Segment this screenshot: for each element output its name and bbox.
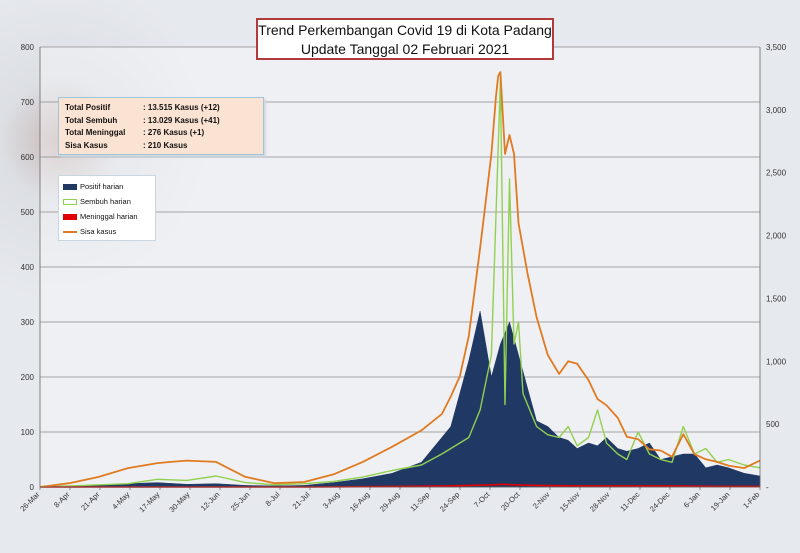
x-tick-label: 24-Sep — [438, 490, 461, 513]
series-sembuh-line — [39, 79, 761, 488]
x-tick-label: 11-Sep — [408, 490, 431, 513]
y-right-tick-label: 1,000 — [766, 357, 787, 366]
summary-value: : 210 Kasus — [143, 140, 188, 150]
summary-row: Sisa Kasus : 210 Kasus — [65, 140, 257, 153]
x-tick-label: 11-Dec — [618, 490, 641, 513]
y-left-tick-label: 200 — [21, 373, 35, 382]
y-left-tick-label: 300 — [21, 318, 35, 327]
x-tick-label: 16-Aug — [348, 490, 371, 513]
y-right-tick-label: - — [766, 483, 769, 492]
y-right-tick-label: 3,000 — [766, 106, 787, 115]
chart-title-box: Trend Perkembangan Covid 19 di Kota Pada… — [256, 18, 554, 60]
x-tick-label: 3-Aug — [321, 490, 342, 511]
series-sisa-line — [39, 71, 761, 488]
summary-row: Total Positif : 13.515 Kasus (+12) — [65, 102, 257, 115]
legend-label: Sisa kasus — [80, 227, 117, 236]
y-left-tick-label: 400 — [21, 263, 35, 272]
y-right-tick-label: 2,000 — [766, 232, 787, 241]
summary-box: Total Positif : 13.515 Kasus (+12) Total… — [58, 97, 264, 155]
x-tick-label: 8-Jul — [264, 490, 282, 508]
x-tick-label: 15-Nov — [558, 490, 582, 514]
y-left-tick-label: 500 — [21, 208, 35, 217]
x-tick-label: 25-Jun — [229, 490, 252, 513]
x-tick-label: 7-Oct — [472, 489, 492, 509]
summary-row: Total Sembuh : 13.029 Kasus (+41) — [65, 115, 257, 128]
legend-swatch-positif — [63, 183, 77, 190]
y-left-tick-label: 100 — [21, 428, 35, 437]
y-right-tick-label: 1,500 — [766, 294, 787, 303]
summary-value: : 13.515 Kasus (+12) — [143, 103, 220, 112]
x-tick-label: 20-Oct — [499, 489, 522, 512]
summary-label: Total Positif — [65, 103, 111, 112]
legend-label: Positif harian — [80, 182, 124, 191]
x-tick-label: 12-Jun — [199, 490, 222, 513]
summary-value: : 13.029 Kasus (+41) — [143, 115, 220, 125]
x-tick-label: 8-Apr — [52, 490, 72, 510]
legend-label: Meninggal harian — [80, 212, 138, 221]
x-tick-label: 29-Aug — [378, 490, 401, 513]
x-tick-label: 21-Apr — [79, 490, 102, 513]
legend: Positif harian Sembuh harian Meninggal h… — [58, 175, 156, 241]
y-left-tick-label: 0 — [30, 483, 35, 492]
legend-item-sisa: Sisa kasus — [63, 224, 151, 239]
legend-label: Sembuh harian — [80, 197, 131, 206]
summary-value: : 276 Kasus (+1) — [143, 128, 205, 137]
x-tick-label: 17-May — [137, 490, 161, 514]
x-tick-label: 1-Feb — [741, 490, 761, 510]
x-tick-label: 21-Jul — [291, 490, 312, 511]
x-tick-label: 2-Nov — [531, 490, 552, 511]
x-tick-label: 6-Jan — [682, 490, 702, 510]
legend-swatch-sembuh — [63, 198, 77, 205]
x-tick-label: 24-Dec — [648, 490, 672, 514]
summary-label: Total Meninggal — [65, 128, 126, 137]
summary-label: Sisa Kasus — [65, 140, 108, 150]
y-left-tick-label: 600 — [21, 153, 35, 162]
y-right-tick-label: 3,500 — [766, 43, 787, 52]
chart-subtitle: Update Tanggal 02 Februari 2021 — [300, 41, 510, 57]
legend-swatch-sisa — [63, 230, 77, 233]
x-tick-label: 26-Mar — [18, 490, 42, 514]
y-left-tick-label: 800 — [21, 43, 35, 52]
legend-item-sembuh: Sembuh harian — [63, 194, 151, 209]
y-right-tick-label: 500 — [766, 420, 780, 429]
legend-item-positif: Positif harian — [63, 179, 151, 194]
chart-title: Trend Perkembangan Covid 19 di Kota Pada… — [258, 22, 552, 38]
legend-item-meninggal: Meninggal harian — [63, 209, 151, 224]
summary-row: Total Meninggal : 276 Kasus (+1) — [65, 127, 257, 140]
summary-label: Total Sembuh — [65, 115, 118, 125]
x-tick-label: 30-May — [167, 490, 191, 514]
y-right-tick-label: 2,500 — [766, 169, 787, 178]
x-tick-label: 19-Jan — [709, 490, 732, 513]
x-tick-label: 4-May — [110, 490, 131, 511]
y-left-tick-label: 700 — [21, 98, 35, 107]
legend-swatch-meninggal — [63, 213, 77, 220]
x-tick-label: 28-Nov — [588, 490, 612, 514]
series-positif-area — [39, 310, 761, 488]
